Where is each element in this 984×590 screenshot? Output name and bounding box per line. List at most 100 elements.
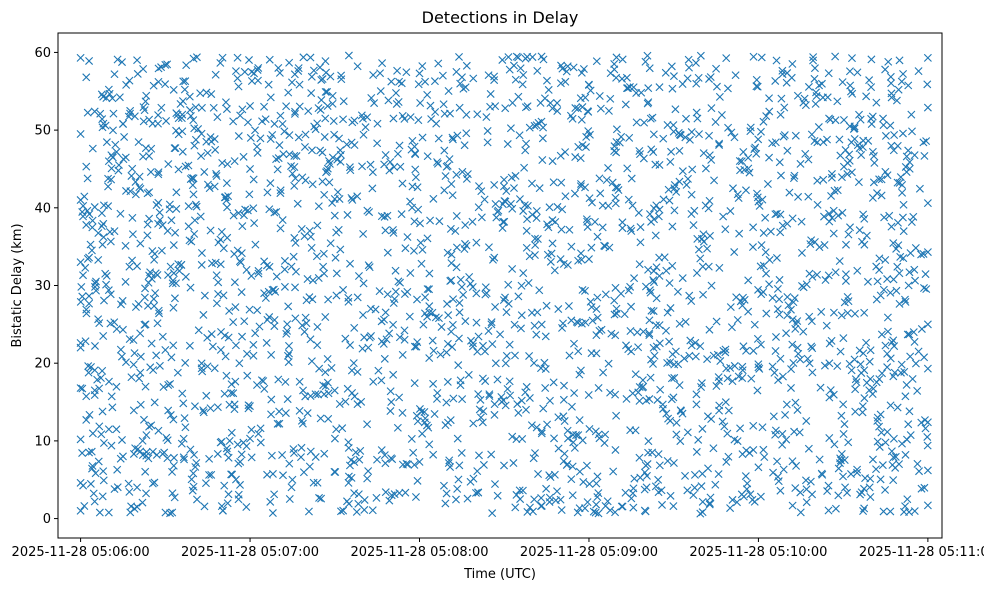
data-point	[749, 52, 758, 61]
data-point	[280, 282, 289, 291]
data-point	[655, 321, 664, 330]
data-point	[221, 352, 230, 361]
data-point	[773, 305, 782, 314]
data-point	[179, 77, 188, 86]
data-point	[364, 467, 373, 476]
data-point	[694, 435, 703, 444]
data-point	[635, 147, 644, 155]
data-point	[229, 117, 238, 126]
data-point	[624, 195, 633, 204]
data-point	[594, 430, 603, 439]
data-point	[398, 179, 407, 188]
x-axis-label: Time (UTC)	[463, 567, 536, 582]
data-point	[229, 211, 238, 220]
data-point	[518, 80, 527, 89]
data-point	[119, 119, 128, 128]
data-point	[793, 405, 802, 414]
data-point	[886, 401, 895, 410]
data-point	[107, 151, 116, 160]
data-point	[862, 92, 871, 101]
data-point	[275, 419, 284, 428]
data-point	[791, 131, 800, 140]
data-point	[857, 150, 866, 159]
data-point	[180, 414, 189, 423]
data-point	[197, 103, 206, 112]
data-point	[311, 390, 320, 399]
data-point	[697, 482, 706, 491]
data-point	[579, 477, 588, 486]
data-point	[578, 436, 587, 445]
data-point	[593, 313, 602, 322]
data-point	[820, 241, 829, 250]
y-tick-label: 0	[43, 512, 51, 527]
data-point	[663, 457, 672, 465]
data-point	[344, 478, 353, 487]
data-point	[430, 409, 439, 418]
data-point	[654, 475, 663, 484]
data-point	[192, 202, 201, 211]
data-point	[85, 299, 94, 308]
data-point	[329, 117, 338, 126]
data-point	[844, 438, 853, 447]
data-point	[625, 133, 634, 142]
data-point	[76, 258, 85, 267]
data-point	[682, 180, 691, 189]
data-point	[456, 79, 465, 88]
data-point	[388, 225, 397, 234]
data-point	[623, 164, 632, 173]
data-point	[815, 243, 824, 252]
data-point	[691, 352, 700, 361]
data-point	[91, 469, 100, 478]
data-point	[273, 419, 282, 428]
data-point	[682, 114, 690, 123]
data-point	[872, 465, 881, 474]
data-point	[587, 303, 596, 312]
data-point	[303, 409, 312, 418]
data-point	[634, 343, 643, 352]
data-point	[414, 205, 423, 214]
data-point	[865, 76, 874, 85]
data-point	[247, 453, 256, 462]
data-point	[152, 351, 161, 360]
data-point	[592, 57, 601, 66]
data-point	[730, 435, 739, 444]
data-point	[185, 92, 194, 101]
data-point	[372, 493, 381, 502]
data-point	[523, 507, 532, 516]
y-tick-label: 30	[34, 279, 51, 294]
data-point	[491, 302, 500, 311]
data-point	[76, 53, 85, 62]
data-point	[219, 291, 228, 300]
data-point	[225, 306, 234, 315]
data-point	[840, 298, 849, 307]
data-point	[886, 288, 895, 297]
data-point	[459, 84, 468, 93]
data-point	[172, 188, 181, 197]
data-point	[601, 430, 610, 439]
data-point	[592, 349, 601, 358]
data-point	[778, 221, 787, 230]
data-point	[881, 131, 890, 140]
data-point	[647, 145, 656, 154]
data-point	[440, 109, 449, 118]
data-point	[206, 226, 215, 235]
data-point	[350, 392, 359, 401]
data-point	[778, 66, 787, 75]
data-point	[283, 351, 292, 360]
data-point	[664, 185, 673, 194]
data-point	[530, 121, 539, 130]
data-point	[410, 142, 419, 151]
data-point	[639, 327, 648, 336]
data-point	[98, 492, 107, 501]
data-point	[381, 459, 390, 468]
data-point	[920, 483, 929, 492]
data-point	[824, 481, 833, 490]
data-point	[185, 341, 194, 350]
data-point	[611, 331, 620, 340]
data-point	[223, 499, 232, 508]
data-point	[922, 285, 931, 294]
data-point	[164, 160, 173, 169]
data-point	[879, 507, 888, 516]
data-point	[251, 126, 260, 135]
data-point	[191, 200, 200, 209]
